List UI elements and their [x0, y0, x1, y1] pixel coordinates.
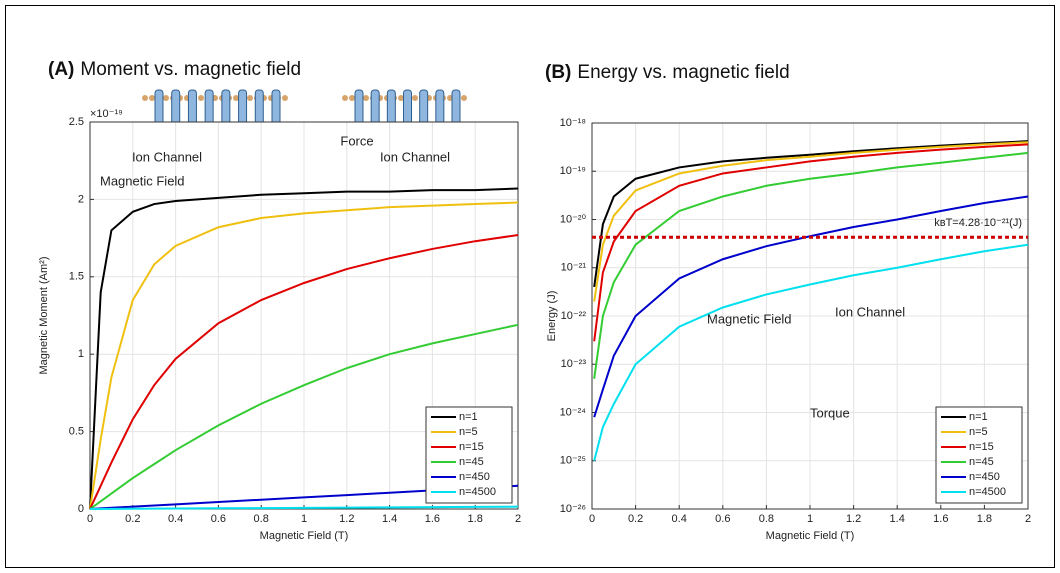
lipid-head	[163, 95, 169, 101]
legend-label: n=5	[459, 426, 478, 438]
x-tick-label: 0.8	[254, 513, 269, 525]
annotation: Ion Channel	[132, 149, 202, 164]
legend-box	[935, 406, 1023, 504]
annotation: Ion Channel	[380, 149, 450, 164]
annotation: Ion Channel	[835, 304, 905, 319]
lipid-head	[363, 95, 369, 101]
panel-title: (B) Energy vs. magnetic field	[545, 62, 790, 83]
y-scale-label: ×10⁻¹⁹	[90, 108, 123, 120]
panel-title-text: Moment vs. magnetic field	[80, 59, 301, 80]
x-tick-label: 1	[301, 513, 307, 525]
y-axis-label: Magnetic Moment (Am²)	[38, 257, 50, 375]
x-tick-label: 1	[807, 513, 813, 525]
y-tick-label: 2.5	[69, 116, 84, 128]
y-tick-label: 1	[78, 348, 84, 360]
x-axis-label: Magnetic Field (T)	[260, 530, 349, 542]
x-tick-label: 0.2	[628, 513, 643, 525]
y-tick-label: 10⁻²⁴	[560, 406, 587, 418]
legend-label: n=45	[969, 456, 994, 468]
y-tick-label: 10⁻²¹	[561, 262, 587, 274]
y-tick-label: 1.5	[69, 271, 84, 283]
series-line	[593, 243, 1029, 462]
y-tick-label: 2	[78, 193, 84, 205]
series-line	[593, 195, 1029, 418]
y-tick-label: 10⁻¹⁹	[560, 165, 586, 177]
series-line	[89, 484, 519, 510]
reference-label: kʙT=4.28·10⁻²¹(J)	[934, 217, 1022, 229]
y-tick-label: 10⁻²⁵	[560, 455, 586, 467]
x-tick-label: 1.8	[977, 513, 992, 525]
x-tick-label: 0.6	[715, 513, 730, 525]
x-tick-label: 1.4	[890, 513, 905, 525]
lipid-head	[349, 95, 355, 101]
y-tick-label: 10⁻²⁰	[560, 213, 587, 225]
legend-box	[425, 406, 513, 504]
legend-label: n=4500	[459, 486, 496, 498]
y-tick-label: 10⁻²²	[561, 310, 587, 322]
legend-label: n=15	[969, 441, 994, 453]
lipid-head	[282, 95, 288, 101]
x-tick-label: 1.4	[382, 513, 397, 525]
series-line	[89, 234, 519, 510]
lipid-head	[247, 95, 253, 101]
y-tick-label: 10⁻¹⁸	[560, 117, 586, 129]
x-tick-label: 0	[589, 513, 595, 525]
annotation: Torque	[810, 405, 850, 420]
x-tick-label: 1.8	[468, 513, 483, 525]
lipid-head	[233, 95, 239, 101]
lipid-head	[398, 95, 404, 101]
lipid-head	[412, 95, 418, 101]
series-line	[89, 505, 519, 510]
legend-label: n=1	[969, 411, 988, 423]
lipid-head	[142, 95, 148, 101]
y-axis-label: Energy (J)	[546, 291, 558, 342]
panel-title: (A) Moment vs. magnetic field	[48, 59, 301, 80]
legend-label: n=5	[969, 426, 988, 438]
plot-frame	[591, 122, 1029, 510]
lipid-head	[461, 95, 467, 101]
annotation: Magnetic Field	[707, 311, 792, 326]
y-tick-label: 10⁻²⁶	[560, 503, 586, 515]
y-tick-label: 10⁻²³	[561, 358, 587, 370]
x-axis-label: Magnetic Field (T)	[766, 530, 855, 542]
legend-label: n=1	[459, 411, 478, 423]
lipid-head	[149, 95, 155, 101]
x-tick-label: 1.6	[425, 513, 440, 525]
x-tick-label: 1.2	[846, 513, 861, 525]
x-tick-label: 1.2	[339, 513, 354, 525]
panel-title-text: Energy vs. magnetic field	[577, 62, 789, 83]
x-tick-label: 2	[515, 513, 521, 525]
series-line	[593, 151, 1029, 379]
x-tick-label: 0.4	[672, 513, 687, 525]
panel-label: (B)	[545, 62, 571, 83]
legend-label: n=4500	[969, 486, 1006, 498]
annotation: Force	[340, 133, 373, 148]
series-line	[89, 187, 519, 510]
series-line	[89, 323, 519, 510]
series-line	[593, 140, 1029, 288]
annotation: Magnetic Field	[100, 173, 185, 188]
legend-label: n=45	[459, 456, 484, 468]
panel-label: (A)	[48, 59, 74, 80]
legend-label: n=15	[459, 441, 484, 453]
x-tick-label: 0	[87, 513, 93, 525]
series-line	[89, 201, 519, 510]
legend-label: n=450	[969, 471, 1000, 483]
y-tick-label: 0	[78, 503, 84, 515]
x-tick-label: 0.8	[759, 513, 774, 525]
x-tick-label: 0.6	[211, 513, 226, 525]
frame	[5, 5, 1055, 568]
series-line	[593, 143, 1029, 342]
plot-frame	[89, 121, 519, 510]
legend-label: n=450	[459, 471, 490, 483]
x-tick-label: 1.6	[933, 513, 948, 525]
lipid-head	[198, 95, 204, 101]
series-line	[593, 141, 1029, 302]
x-tick-label: 0.2	[125, 513, 140, 525]
x-tick-label: 0.4	[168, 513, 183, 525]
lipid-head	[342, 95, 348, 101]
x-tick-label: 2	[1025, 513, 1031, 525]
y-tick-label: 0.5	[69, 426, 84, 438]
